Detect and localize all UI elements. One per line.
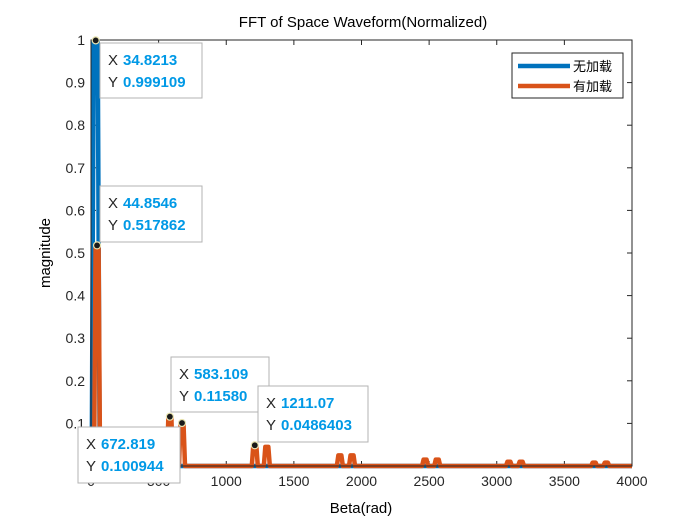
datatip-frame [257,385,369,443]
y-tick-label: 0.3 [66,330,86,346]
datatip-y-value: 0.0486403 [281,417,352,434]
datatip-y-label: Y [108,74,118,91]
datatip-box: X 44.8546 Y 0.517862 [99,185,203,243]
datatip-x-value: 583.109 [194,366,248,383]
axes-box [90,39,633,467]
datatip-marker [177,418,187,428]
datatip-frame [170,356,270,413]
datatips: X 34.8213 Y 0.999109 X 44.8546 Y 0.517862 X 583.1… [77,42,369,484]
datatip-box: X 34.8213 Y 0.999109 [99,42,203,99]
x-tick-label: 2500 [414,473,445,489]
x-axis-label: Beta(rad) [330,500,393,517]
datatip-markers [91,36,259,450]
datatip-marker [165,412,174,421]
y-axis-label: magnitude [37,218,54,288]
legend-label: 无加载 [573,60,612,75]
datatip-x-value: 1211.07 [281,395,334,412]
x-tick-label: 1000 [211,473,242,489]
datatip-frame [99,42,203,99]
datatip-y-value: 0.999109 [123,74,186,91]
y-tick-label: 0.4 [66,288,86,304]
chart-title: FFT of Space Waveform(Normalized) [239,14,487,31]
datatip-box: X 672.819 Y 0.100944 [77,426,181,484]
datatip-frame [77,426,181,484]
legend-label: 有加载 [573,80,612,95]
datatip-y-label: Y [266,417,276,434]
datatip-x-label: X [86,436,96,453]
datatip-frame [99,185,203,243]
datatip-box: X 583.109 Y 0.11580 [170,356,270,413]
datatip-y-label: Y [108,217,118,234]
x-tick-label: 2000 [346,473,377,489]
y-tick-label: 0.6 [66,202,86,218]
datatip-x-label: X [266,395,276,412]
datatip-y-value: 0.100944 [101,458,164,475]
y-tick-label: 0.2 [66,373,86,389]
datatip-box: X 1211.07 Y 0.0486403 [257,385,369,443]
y-tick-label: 0.8 [66,117,86,133]
datatip-x-label: X [108,52,118,69]
datatip-y-value: 0.517862 [123,217,186,234]
datatip-marker [92,241,102,250]
datatip-y-value: 0.11580 [194,388,247,405]
y-tick-label: 0.5 [66,245,86,261]
datatip-x-value: 34.8213 [123,52,177,69]
datatip-marker [91,36,100,45]
datatip-x-value: 672.819 [101,436,155,453]
datatip-x-value: 44.8546 [123,195,177,212]
y-tick-label: 1 [77,32,85,48]
datatip-marker [250,441,259,450]
x-tick-label: 3000 [481,473,512,489]
y-tick-label: 0.7 [66,160,86,176]
x-tick-label: 1500 [278,473,309,489]
y-tick-label: 0.9 [66,75,86,91]
x-tick-label: 4000 [616,473,647,489]
x-tick-label: 3500 [549,473,580,489]
datatip-x-label: X [108,195,118,212]
axes-frame [90,39,633,467]
datatip-y-label: Y [86,458,96,475]
datatip-x-label: X [179,366,189,383]
datatip-y-label: Y [179,388,189,405]
legend-box [511,52,624,99]
